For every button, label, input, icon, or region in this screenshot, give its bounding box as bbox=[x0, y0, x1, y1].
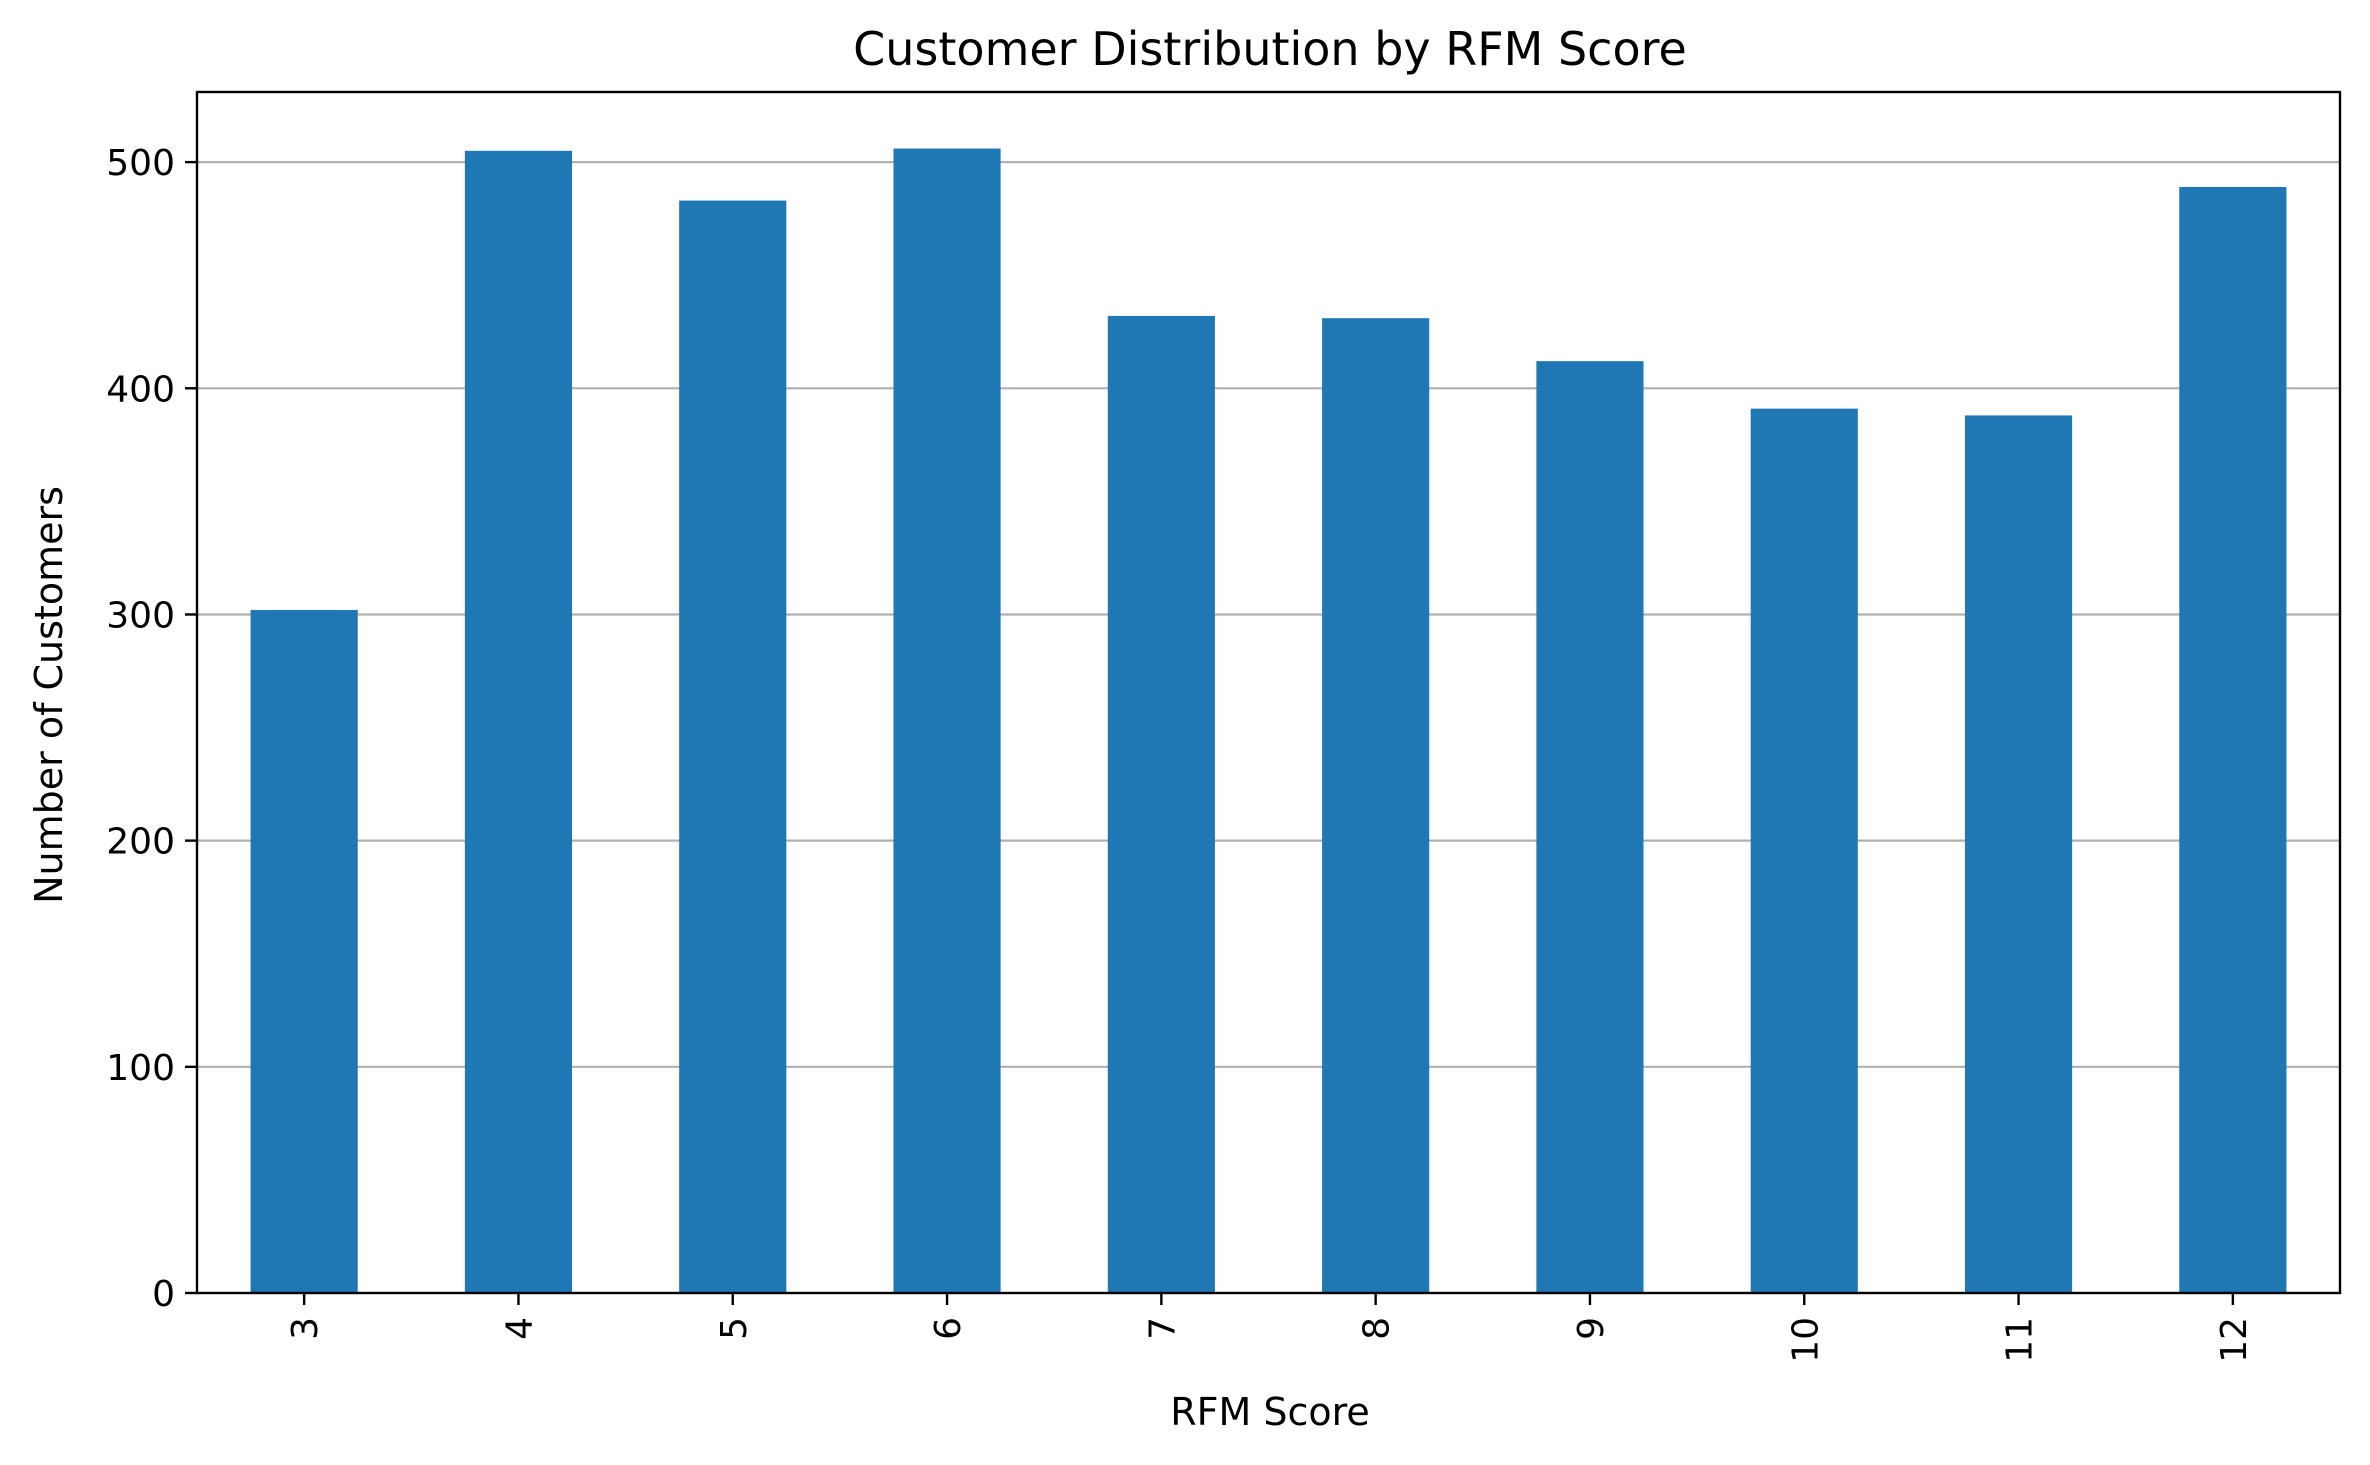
bar-12 bbox=[2179, 186, 2287, 1293]
bar-6 bbox=[893, 148, 1001, 1294]
x-tick-label: 7 bbox=[1142, 1317, 1183, 1340]
x-tick-label: 10 bbox=[1785, 1317, 1826, 1363]
bar-5 bbox=[679, 200, 787, 1294]
bar-3 bbox=[250, 609, 358, 1293]
x-tick-label: 4 bbox=[499, 1317, 540, 1340]
y-tick-label: 400 bbox=[106, 369, 175, 410]
bar-10 bbox=[1750, 408, 1858, 1293]
y-tick-label: 300 bbox=[106, 595, 175, 636]
y-tick-label: 200 bbox=[106, 822, 175, 863]
x-tick-label: 11 bbox=[2000, 1317, 2041, 1363]
axes: 0 100 200 300 400 500 3 4 5 6 7 8 9 10 11 12 bbox=[106, 90, 2342, 1363]
x-tick-label: 3 bbox=[285, 1317, 326, 1340]
bar-11 bbox=[1964, 415, 2073, 1294]
x-tick-label: 5 bbox=[714, 1317, 755, 1340]
y-tick-label: 500 bbox=[106, 143, 175, 184]
x-tick-label: 9 bbox=[1571, 1317, 1612, 1340]
bar-9 bbox=[1536, 361, 1644, 1294]
y-axis-label: Number of Customers bbox=[27, 486, 71, 904]
plot-frame bbox=[195, 90, 2342, 1295]
bars bbox=[250, 148, 2287, 1294]
y-tick-label: 0 bbox=[152, 1274, 175, 1315]
x-tick-label: 6 bbox=[928, 1317, 969, 1340]
y-tick-label: 100 bbox=[106, 1048, 175, 1089]
x-tick-label: 12 bbox=[2214, 1317, 2255, 1363]
x-tick-label: 8 bbox=[1357, 1317, 1398, 1340]
chart-title: Customer Distribution by RFM Score bbox=[853, 22, 1687, 76]
bar-8 bbox=[1322, 318, 1430, 1294]
bar-4 bbox=[464, 150, 573, 1293]
bar-7 bbox=[1107, 315, 1215, 1293]
x-axis-label: RFM Score bbox=[1170, 1390, 1370, 1434]
